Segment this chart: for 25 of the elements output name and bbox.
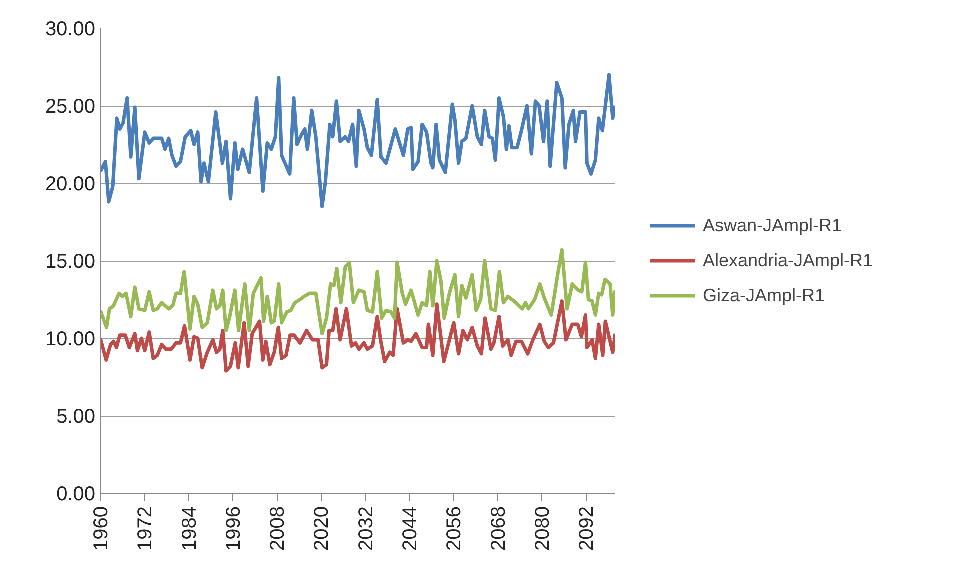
x-tick-label: 1960	[90, 506, 112, 551]
x-tick-label: 1972	[134, 506, 157, 551]
x-tick-label: 2020	[311, 506, 334, 551]
x-tick-label: 2056	[444, 506, 466, 551]
y-tick-label: 10.00	[45, 328, 96, 350]
line-series	[100, 248, 616, 336]
x-tick-label: 2008	[267, 506, 290, 551]
y-tick-label: 0.00	[56, 484, 96, 506]
x-tick-label: 2092	[576, 506, 598, 551]
x-tick-label: 2032	[355, 506, 378, 551]
x-tick-label: 1984	[178, 506, 201, 551]
x-tick-label: 2068	[488, 506, 510, 551]
x-tick-label: 2080	[532, 506, 554, 551]
y-tick-label: 20.00	[45, 174, 96, 196]
x-tick-label: 1996	[222, 506, 245, 551]
legend-label: Giza-JAmpl-R1	[703, 285, 826, 306]
y-tick-label: 5.00	[56, 406, 96, 428]
line-series	[100, 300, 616, 373]
y-tick-label: 15.00	[45, 251, 96, 273]
legend-label: Alexandria-JAmpl-R1	[703, 250, 874, 271]
legend-label: Aswan-JAmpl-R1	[703, 215, 842, 236]
line-series	[100, 73, 616, 208]
y-tick-label: 25.00	[45, 96, 96, 118]
y-tick-label: 30.00	[45, 18, 96, 40]
x-tick-label: 2044	[400, 506, 422, 551]
